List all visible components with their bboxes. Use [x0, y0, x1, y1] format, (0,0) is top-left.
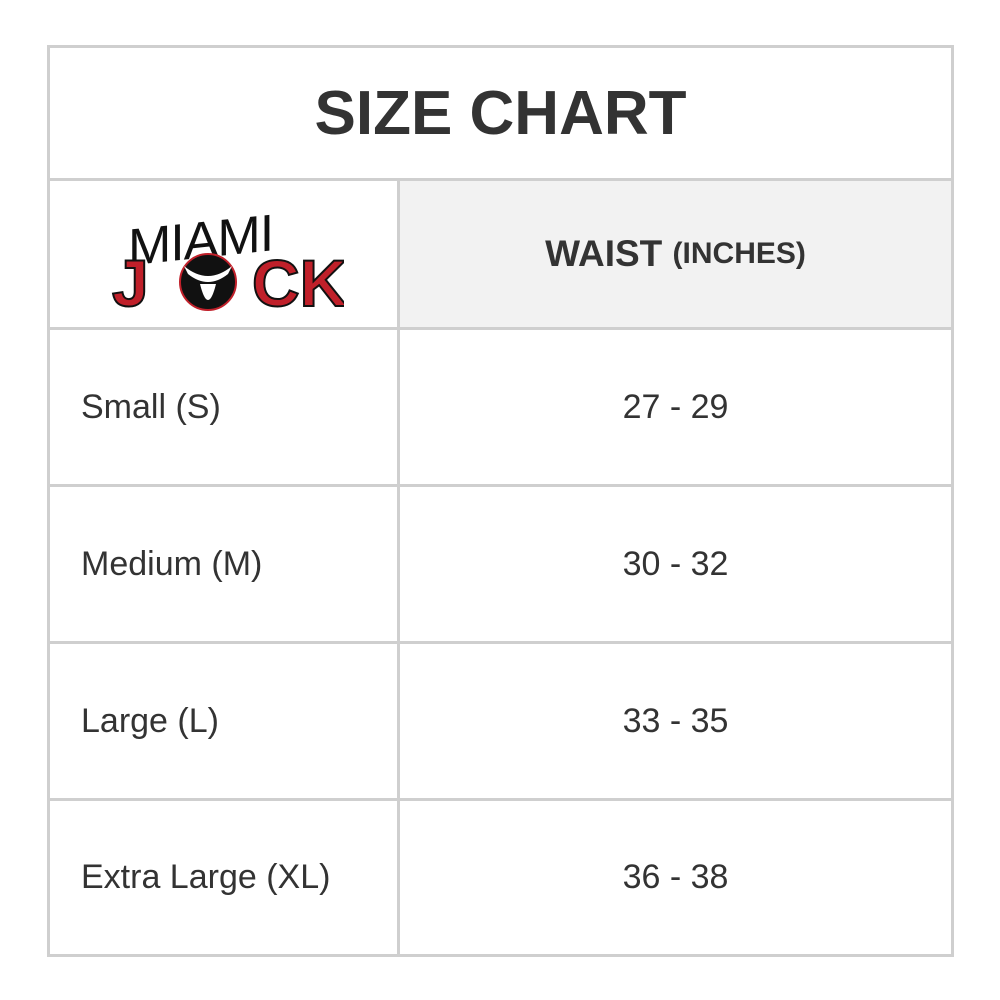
- page-title: SIZE CHART: [50, 48, 951, 181]
- miami-jock-logo: MIAMI J CK: [111, 204, 344, 314]
- table-row: Medium (M) 30 - 32: [50, 487, 951, 644]
- header-row: MIAMI J CK WAIST (INCHES): [50, 181, 951, 330]
- table-row: Extra Large (XL) 36 - 38: [50, 801, 951, 954]
- table-row: Small (S) 27 - 29: [50, 330, 951, 487]
- waist-cell: 27 - 29: [622, 387, 729, 426]
- waist-cell: 36 - 38: [622, 858, 729, 896]
- svg-text:J: J: [112, 246, 149, 314]
- brand-logo-cell: MIAMI J CK: [50, 181, 400, 327]
- size-chart-table: SIZE CHART MIAMI J CK WAIST (INCHES) Sma…: [47, 45, 954, 957]
- waist-label: WAIST: [545, 233, 663, 274]
- size-cell: Medium (M): [50, 487, 400, 641]
- svg-text:CK: CK: [252, 246, 344, 314]
- size-cell: Extra Large (XL): [50, 801, 400, 954]
- waist-unit: (INCHES): [672, 237, 806, 270]
- waist-header: WAIST (INCHES): [400, 181, 951, 327]
- waist-cell: 30 - 32: [622, 544, 729, 583]
- waist-cell: 33 - 35: [622, 701, 729, 740]
- size-cell: Large (L): [50, 644, 400, 798]
- size-cell: Small (S): [50, 330, 400, 484]
- table-row: Large (L) 33 - 35: [50, 644, 951, 801]
